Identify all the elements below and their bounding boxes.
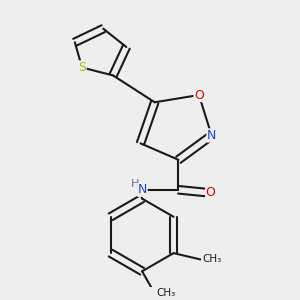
- Text: N: N: [138, 183, 147, 196]
- Text: H: H: [131, 179, 139, 189]
- Text: N: N: [207, 129, 216, 142]
- Text: CH₃: CH₃: [156, 288, 176, 298]
- Text: CH₃: CH₃: [202, 254, 221, 264]
- Text: S: S: [78, 61, 86, 74]
- Text: O: O: [194, 88, 204, 101]
- Text: O: O: [206, 187, 216, 200]
